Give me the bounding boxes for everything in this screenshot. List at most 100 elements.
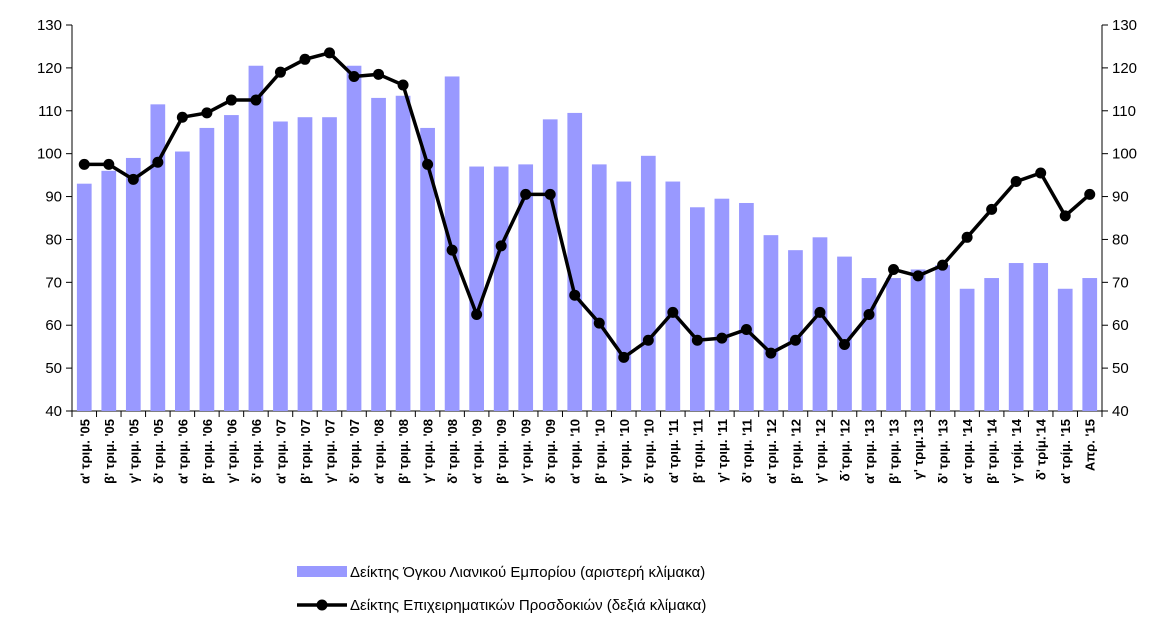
bar bbox=[1008, 263, 1024, 411]
bar bbox=[395, 95, 411, 412]
bar bbox=[837, 256, 852, 411]
y2-tick-label: 50 bbox=[1112, 360, 1129, 377]
marker bbox=[937, 259, 949, 271]
marker bbox=[397, 79, 409, 91]
marker bbox=[1035, 167, 1047, 179]
bar bbox=[420, 127, 435, 411]
y-tick-label: 130 bbox=[37, 17, 62, 34]
marker bbox=[176, 111, 188, 123]
x-tick-label: γ' τριμ. '12 bbox=[813, 419, 828, 483]
marker bbox=[152, 156, 164, 168]
marker bbox=[667, 306, 679, 318]
bar bbox=[322, 117, 337, 411]
x-tick-label: γ' τριμ. '07 bbox=[323, 419, 338, 483]
marker bbox=[274, 66, 286, 78]
bar bbox=[763, 235, 779, 411]
x-tick-label: α' τριμ. '09 bbox=[470, 419, 485, 484]
legend-label: Δείκτης Επιχειρηματικών Προσδοκιών (δεξι… bbox=[350, 597, 706, 614]
bar bbox=[640, 155, 656, 411]
y2-tick-label: 40 bbox=[1112, 403, 1129, 420]
bar bbox=[616, 181, 632, 411]
bar bbox=[1033, 263, 1049, 411]
x-tick-label: α' τριμ. '13 bbox=[862, 419, 877, 484]
x-tick-label: β' τριμ. '13 bbox=[887, 419, 902, 484]
y2-tick-label: 90 bbox=[1112, 189, 1129, 206]
bar bbox=[665, 181, 681, 411]
legend-swatch bbox=[297, 566, 347, 577]
x-tick-label: γ' τριμ. '06 bbox=[224, 419, 239, 483]
bar bbox=[1082, 278, 1098, 411]
bar bbox=[591, 164, 607, 411]
y-tick-label: 90 bbox=[45, 189, 62, 206]
bar bbox=[567, 112, 583, 411]
bar bbox=[984, 278, 999, 411]
y-tick-label: 110 bbox=[38, 103, 62, 120]
y-tick-label: 60 bbox=[45, 317, 62, 334]
bar bbox=[493, 166, 509, 411]
y-tick-label: 120 bbox=[37, 60, 62, 77]
y-tick-label: 100 bbox=[37, 146, 62, 163]
bar bbox=[812, 237, 828, 411]
x-tick-label: δ' τριμ. '06 bbox=[249, 419, 264, 484]
marker bbox=[127, 173, 139, 185]
x-tick-label: β' τριμ. '14 bbox=[985, 418, 1000, 484]
x-tick-label: α' τριμ. '07 bbox=[273, 419, 288, 484]
x-tick-label: β' τριμ. '09 bbox=[494, 419, 509, 484]
y-tick-label: 70 bbox=[45, 274, 62, 291]
x-tick-label: α' τριμ. '05 bbox=[77, 419, 92, 484]
marker bbox=[740, 324, 752, 336]
x-tick-label: β' τριμ. '07 bbox=[298, 419, 313, 484]
x-tick-label: γ' τριμ. '08 bbox=[421, 419, 436, 483]
bar bbox=[297, 117, 313, 411]
marker bbox=[324, 47, 335, 59]
x-tick-label: α' τριμ. '08 bbox=[372, 419, 387, 484]
marker bbox=[814, 306, 826, 318]
bar bbox=[469, 166, 484, 411]
x-tick-label: δ' τριμ. '09 bbox=[543, 419, 558, 484]
x-tick-label: γ' τρίμ. '14 bbox=[1009, 418, 1024, 483]
x-tick-label: γ' τριμ.'13 bbox=[911, 419, 926, 480]
y2-tick-label: 70 bbox=[1112, 274, 1129, 291]
marker bbox=[103, 158, 115, 170]
marker bbox=[446, 244, 458, 256]
x-tick-label: γ' τριμ. '10 bbox=[617, 419, 632, 483]
marker bbox=[839, 339, 850, 351]
marker bbox=[691, 334, 703, 346]
marker bbox=[642, 334, 654, 346]
x-tick-label: γ' τριμ. '11 bbox=[715, 419, 730, 482]
marker bbox=[569, 289, 581, 301]
marker bbox=[593, 317, 605, 329]
bar bbox=[199, 127, 215, 411]
marker bbox=[348, 70, 360, 82]
bar bbox=[518, 164, 534, 411]
bar bbox=[371, 97, 386, 412]
marker bbox=[225, 94, 237, 106]
x-tick-label: α' τριμ. '11 bbox=[666, 419, 681, 483]
marker bbox=[299, 53, 311, 65]
bar bbox=[444, 76, 460, 411]
x-tick-label: α' τριμ. '10 bbox=[568, 419, 583, 484]
bar bbox=[910, 269, 926, 411]
x-tick-label: δ' τρίμ.'14 bbox=[1034, 418, 1049, 480]
marker bbox=[471, 309, 483, 320]
x-tick-label: β' τριμ. '08 bbox=[396, 419, 411, 484]
marker bbox=[765, 347, 777, 359]
bar bbox=[125, 157, 141, 411]
x-tick-label: α' τριμ. '06 bbox=[175, 419, 190, 484]
x-tick-label: δ' τριμ. '05 bbox=[151, 419, 166, 484]
x-tick-label: δ' τριμ. '08 bbox=[445, 419, 460, 484]
y2-tick-label: 130 bbox=[1112, 17, 1137, 34]
marker bbox=[716, 332, 728, 344]
marker bbox=[373, 68, 385, 80]
marker bbox=[544, 188, 556, 200]
marker bbox=[520, 188, 532, 200]
bar bbox=[788, 250, 803, 411]
x-tick-label: β' τριμ. '06 bbox=[200, 419, 215, 484]
x-tick-label: Απρ. '15 bbox=[1083, 419, 1098, 471]
bar bbox=[886, 278, 901, 411]
marker bbox=[422, 158, 434, 170]
bar bbox=[248, 65, 264, 411]
marker bbox=[986, 203, 998, 215]
y2-tick-label: 120 bbox=[1112, 60, 1137, 77]
